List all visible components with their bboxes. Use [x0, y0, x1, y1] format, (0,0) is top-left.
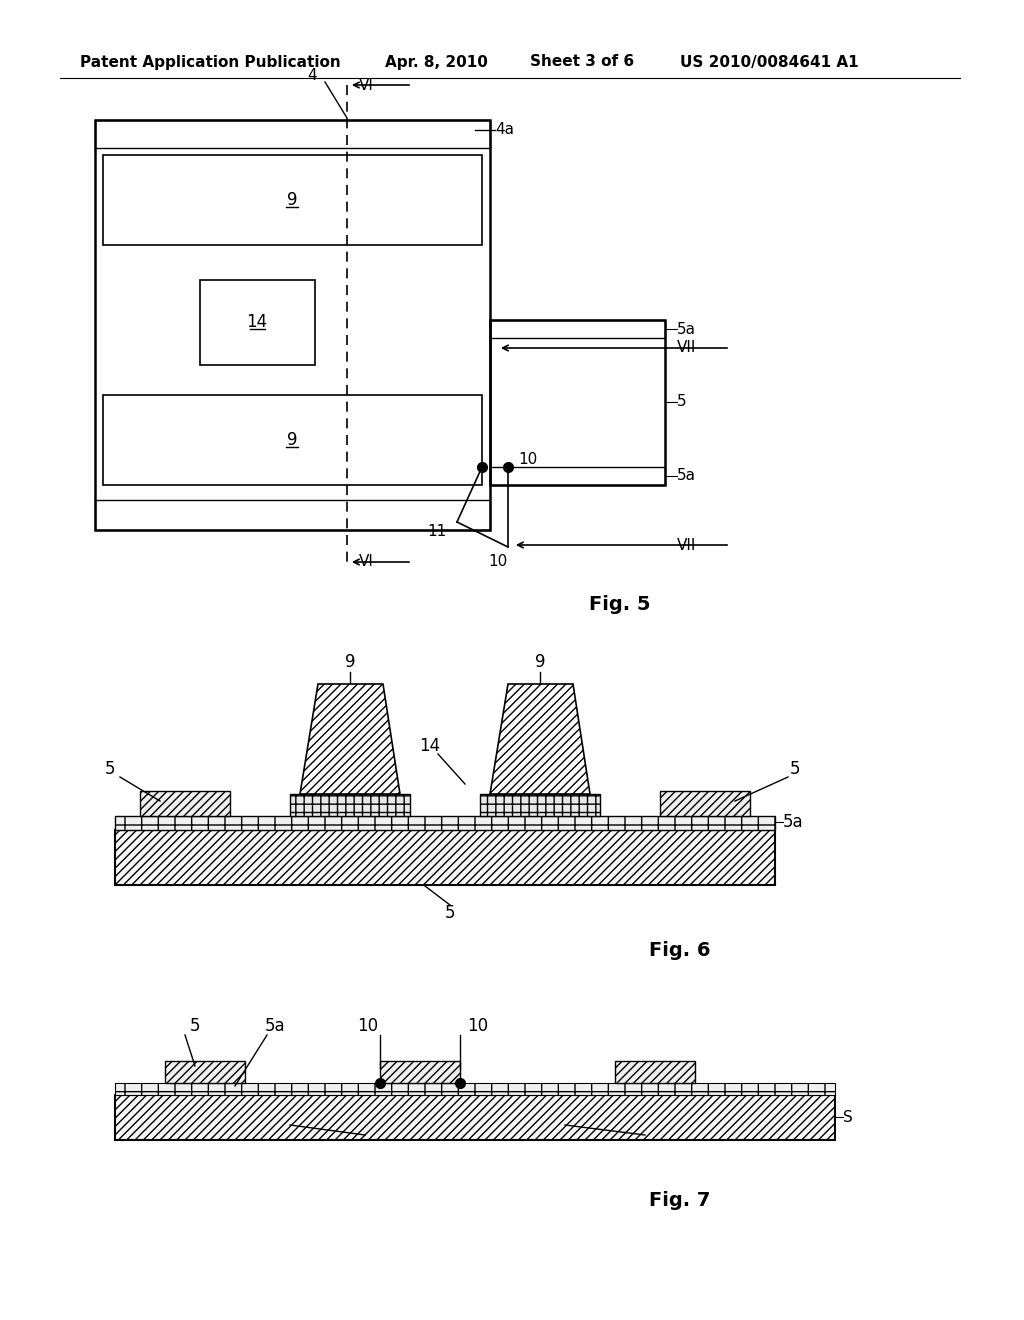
- Bar: [140, 791, 230, 816]
- Bar: [95, 120, 490, 148]
- Text: 14: 14: [420, 737, 440, 755]
- Text: 10: 10: [467, 1016, 488, 1035]
- Bar: [115, 816, 775, 830]
- Bar: [615, 1061, 695, 1082]
- Bar: [660, 791, 750, 816]
- Text: VII: VII: [677, 537, 696, 553]
- Text: Apr. 8, 2010: Apr. 8, 2010: [385, 54, 487, 70]
- Bar: [115, 1096, 835, 1140]
- Bar: [380, 1061, 460, 1082]
- Text: 5: 5: [677, 395, 687, 409]
- Bar: [95, 500, 490, 531]
- Text: 5: 5: [189, 1016, 201, 1035]
- Bar: [103, 395, 482, 484]
- Text: 10: 10: [518, 451, 538, 466]
- Text: 5a: 5a: [677, 469, 696, 483]
- Text: VI: VI: [359, 78, 374, 92]
- Text: US 2010/0084641 A1: US 2010/0084641 A1: [680, 54, 859, 70]
- Text: 5: 5: [104, 760, 116, 777]
- Text: 9: 9: [535, 653, 545, 671]
- Text: 10: 10: [488, 554, 507, 569]
- Text: 9: 9: [345, 653, 355, 671]
- Text: 14: 14: [247, 313, 267, 331]
- Text: Sheet 3 of 6: Sheet 3 of 6: [530, 54, 634, 70]
- Text: 5a: 5a: [677, 322, 696, 337]
- Bar: [165, 1061, 245, 1082]
- Bar: [200, 280, 315, 366]
- Text: 5a: 5a: [783, 813, 804, 832]
- Bar: [103, 154, 482, 246]
- Text: Fig. 7: Fig. 7: [649, 1191, 711, 1209]
- Text: 4: 4: [307, 67, 317, 82]
- Text: S: S: [843, 1110, 853, 1125]
- Text: 9: 9: [287, 191, 297, 209]
- Text: 10: 10: [357, 1016, 379, 1035]
- Bar: [115, 1082, 835, 1096]
- Text: 4a: 4a: [495, 123, 514, 137]
- Text: 9: 9: [287, 432, 297, 449]
- Polygon shape: [300, 684, 400, 795]
- Bar: [480, 795, 600, 816]
- Bar: [490, 319, 665, 484]
- Text: Fig. 5: Fig. 5: [589, 595, 650, 615]
- Polygon shape: [490, 684, 590, 795]
- Text: 5a: 5a: [264, 1016, 286, 1035]
- Text: Patent Application Publication: Patent Application Publication: [80, 54, 341, 70]
- Text: 11: 11: [427, 524, 446, 540]
- Bar: [490, 319, 665, 338]
- Text: 5: 5: [790, 760, 800, 777]
- Text: VI: VI: [359, 554, 374, 569]
- Bar: [115, 830, 775, 884]
- Bar: [95, 120, 490, 531]
- Text: VII: VII: [677, 341, 696, 355]
- Text: Fig. 6: Fig. 6: [649, 940, 711, 960]
- Bar: [490, 467, 665, 484]
- Bar: [290, 795, 410, 816]
- Text: 5: 5: [444, 904, 456, 921]
